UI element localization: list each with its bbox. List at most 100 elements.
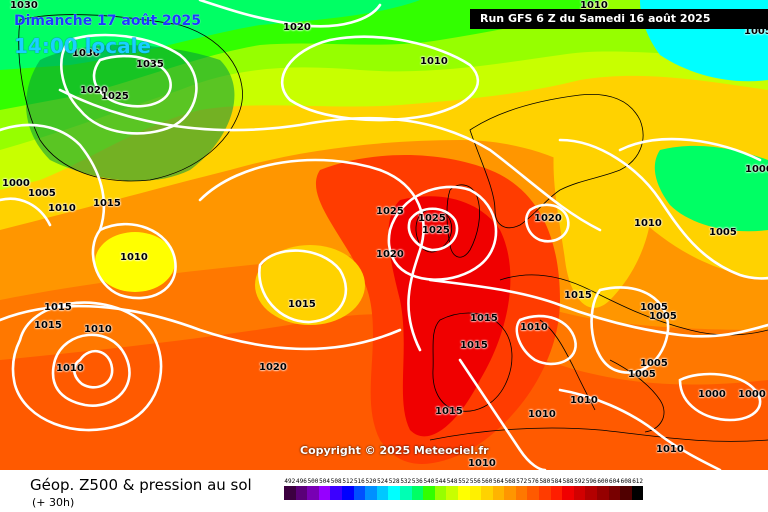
isobar-label: 1010 <box>56 363 84 374</box>
isobar-label: 1015 <box>34 320 62 331</box>
isobar-label: 1015 <box>460 340 488 351</box>
geopotential-field <box>0 0 768 470</box>
isobar-1025-inner <box>407 207 459 252</box>
color-scale-tick: 584 <box>551 478 562 485</box>
color-scale-swatch <box>318 486 331 500</box>
isobar-1000-southeast <box>678 372 762 422</box>
forecast-date-title: Dimanche 17 août 2025 <box>14 13 201 29</box>
color-scale-tick: 492 <box>284 478 296 485</box>
forecast-lead-time: (+ 30h) <box>32 496 75 509</box>
copyright-notice: Copyright © 2025 Meteociel.fr <box>300 444 489 457</box>
isobar-label: 1010 <box>84 324 112 335</box>
color-scale-swatch <box>539 486 551 500</box>
color-scale-swatch <box>446 486 458 500</box>
isobar-label: 1015 <box>435 406 463 417</box>
isobar-label: 1010 <box>528 409 556 420</box>
isobar-1010-north <box>280 35 480 122</box>
field-east-trough <box>654 145 768 232</box>
color-scale-tick: 596 <box>585 478 597 485</box>
isobar-1010-europe <box>515 314 577 366</box>
isobar-label: 1015 <box>93 198 121 209</box>
color-scale-tick: 560 <box>481 478 493 485</box>
color-scale-tick: 536 <box>411 478 423 485</box>
color-scale-swatch <box>376 486 389 500</box>
field-low-west <box>95 232 175 292</box>
color-scale-tick: 496 <box>295 478 307 485</box>
color-scale-tick: 556 <box>469 478 481 485</box>
color-scale-swatch <box>481 486 493 500</box>
isobar-label: 1010 <box>634 218 662 229</box>
isobar-label: 1010 <box>580 0 608 11</box>
coast-italy <box>539 319 596 411</box>
color-scale-swatch <box>585 486 598 500</box>
field-greenland <box>26 45 235 181</box>
isobar-label: 1020 <box>283 22 311 33</box>
color-scale-swatch <box>307 486 319 500</box>
color-scale-tick: 504 <box>319 478 330 485</box>
isobar-label: 1005 <box>28 188 56 199</box>
color-scale-swatch <box>411 486 424 500</box>
isobar-1015-mid <box>258 249 348 324</box>
color-scale-swatch <box>631 486 644 500</box>
color-scale-swatch <box>515 486 528 500</box>
isobar-label: 1035 <box>136 59 164 70</box>
color-scale-tick: 532 <box>400 478 412 485</box>
isobar-1020-north <box>198 0 382 28</box>
isobar-label: 1025 <box>376 206 404 217</box>
color-scale-tick: 528 <box>388 478 400 485</box>
color-scale-swatch <box>330 486 342 500</box>
isobar-label: 1010 <box>48 203 76 214</box>
coast-scandinavia <box>469 94 644 229</box>
color-scale-swatch <box>527 486 540 500</box>
isobar-1010-east <box>558 138 768 280</box>
color-scale-tick: 540 <box>423 478 435 485</box>
color-scale-swatch <box>620 486 632 500</box>
color-scale-swatch <box>573 486 586 500</box>
color-scale-tick: 564 <box>493 478 504 485</box>
color-scale-swatch <box>284 486 296 500</box>
isobar-label: 1005 <box>744 26 768 37</box>
weather-map: 1030 1020 1010 1005 1030 1035 1020 1025 … <box>0 0 768 470</box>
isobar-1020-south <box>0 304 402 351</box>
forecast-time-title: 14:00 locale <box>14 34 151 58</box>
color-scale-swatch <box>457 486 470 500</box>
isobar-low-outer <box>11 301 163 432</box>
isobar-label: 1005 <box>709 227 737 238</box>
isobar-label: 1015 <box>564 290 592 301</box>
isobar-label: 1020 <box>534 213 562 224</box>
color-scale-swatch <box>562 486 574 500</box>
isobar-label: 1000 <box>2 178 30 189</box>
color-scale-tick: 516 <box>353 478 365 485</box>
isobar-label: 1010 <box>656 444 684 455</box>
isobar-label: 1020 <box>376 249 404 260</box>
isobar-1015-main <box>58 88 602 232</box>
isobar-label: 1000 <box>738 389 766 400</box>
isobar-label: 1015 <box>470 313 498 324</box>
field-low-atlantic <box>255 245 365 325</box>
isobar-1000-west <box>0 197 52 227</box>
run-info-banner: Run GFS 6 Z du Samedi 16 août 2025 <box>470 9 768 29</box>
isobar-1035 <box>92 54 172 108</box>
isobar-low-mid <box>51 333 131 407</box>
color-scale-tick: 520 <box>365 478 377 485</box>
color-scale-swatches <box>284 485 644 500</box>
color-scale-tick: 544 <box>435 478 446 485</box>
isobar-1025 <box>387 185 498 281</box>
color-scale-tick: 512 <box>342 478 354 485</box>
isobars <box>0 0 768 470</box>
color-scale: 492 496 500 504 508 512 516 520 524 528 532 536 540 5… <box>284 478 644 500</box>
color-scale-tick: 552 <box>458 478 470 485</box>
color-scale-tick: 548 <box>446 478 458 485</box>
isobar-low-inner <box>72 349 114 389</box>
product-title: Géop. Z500 & pression au sol <box>30 476 252 494</box>
coast-balkans <box>609 359 665 433</box>
color-scale-tick: 592 <box>574 478 586 485</box>
isobar-label: 1025 <box>101 91 129 102</box>
color-scale-ticks: 492 496 500 504 508 512 516 520 524 528 532 536 540 5… <box>284 478 643 485</box>
color-scale-swatch <box>469 486 482 500</box>
color-scale-swatch <box>492 486 505 500</box>
isobar-label: 1005 <box>640 358 668 369</box>
isobar-label: 1025 <box>422 225 450 236</box>
isobar-label: 1005 <box>649 311 677 322</box>
isobar-1020-baltic <box>525 203 570 243</box>
